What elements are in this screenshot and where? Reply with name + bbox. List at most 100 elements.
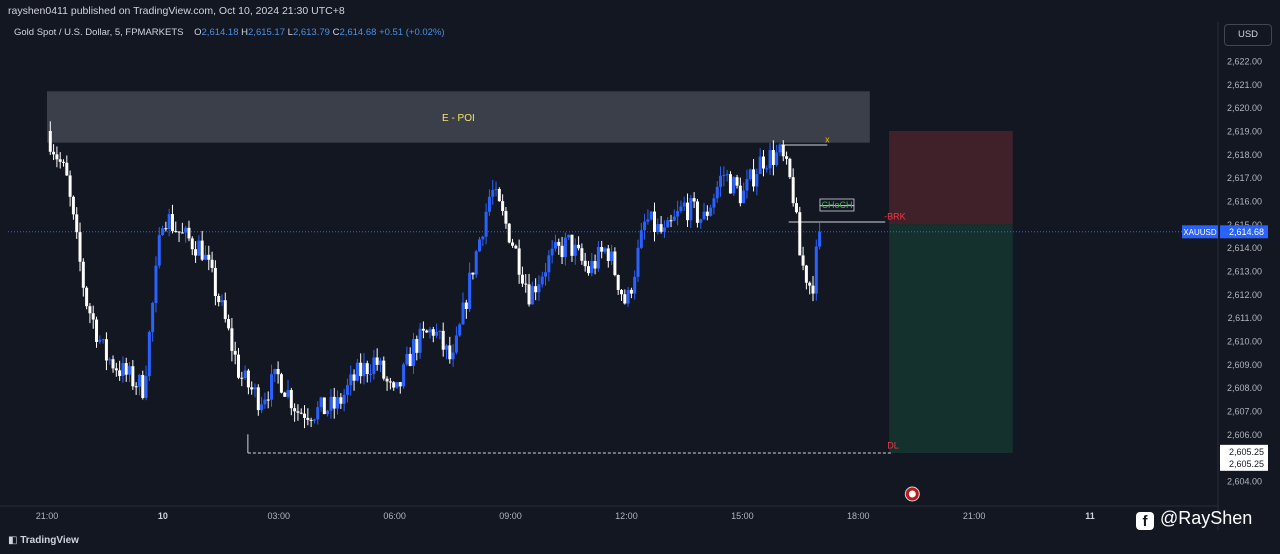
candle-body — [128, 366, 132, 375]
candle-body — [98, 339, 102, 342]
open-label: O — [194, 27, 202, 38]
candle-body — [785, 156, 789, 159]
candle-body — [435, 331, 439, 336]
candle-body — [392, 382, 396, 388]
candle-body — [174, 230, 178, 232]
candle-body — [474, 251, 478, 275]
publisher-text: rayshen0411 published on TradingView.com… — [8, 5, 345, 17]
candle-body — [580, 248, 584, 261]
candle-body — [200, 240, 204, 260]
candle-body — [408, 353, 412, 367]
close-label: C — [332, 27, 340, 38]
candle-body — [517, 248, 521, 275]
candle-body — [758, 156, 762, 174]
y-tick-label: 2,604.00 — [1227, 477, 1262, 487]
x-tick-label: 12:00 — [615, 511, 638, 521]
last-price-tag-bg — [1220, 225, 1268, 239]
candle-body — [451, 352, 455, 360]
y-tick-label: 2,609.00 — [1227, 360, 1262, 370]
brk-label: -BRK — [884, 212, 906, 222]
candle-body — [600, 246, 604, 252]
tradingview-logo[interactable]: ◧ TradingView — [8, 535, 79, 546]
candle-body — [659, 224, 663, 232]
candle-body — [692, 198, 696, 202]
candle-body — [504, 211, 508, 224]
candle-body — [230, 328, 234, 351]
candle-body — [95, 319, 99, 342]
candle-body — [468, 272, 472, 309]
candle-body — [114, 368, 118, 371]
candle-body — [745, 179, 749, 191]
candle-body — [276, 369, 280, 375]
us-event-icon-center — [908, 490, 916, 498]
candle-body — [441, 330, 445, 350]
candle-body — [55, 154, 59, 160]
candle-body — [124, 363, 128, 375]
symbol-name[interactable]: Gold Spot / U.S. Dollar, 5, FPMARKETS — [14, 27, 184, 38]
candle-body — [207, 254, 211, 260]
candle-body — [761, 156, 765, 169]
y-tick-label: 2,607.00 — [1227, 407, 1262, 417]
candle-body — [378, 360, 382, 365]
candle-body — [788, 158, 792, 178]
facebook-icon: f — [1136, 512, 1154, 530]
candle-body — [623, 294, 627, 304]
candle-body — [590, 260, 594, 274]
candle-body — [339, 397, 343, 404]
candle-body — [682, 202, 686, 207]
candle-body — [577, 244, 581, 249]
y-tick-label: 2,616.00 — [1227, 197, 1262, 207]
candle-body — [227, 319, 231, 329]
candle-body — [164, 228, 168, 230]
candle-body — [705, 211, 709, 216]
candle-body — [405, 353, 409, 365]
candle-body — [567, 234, 571, 238]
candle-body — [540, 276, 544, 285]
high-label: H — [241, 27, 249, 38]
candle-body — [154, 265, 158, 304]
candle-body — [695, 201, 699, 223]
candle-body — [755, 173, 759, 187]
candle-body — [448, 345, 452, 360]
candle-body — [606, 248, 610, 261]
candle-body — [771, 150, 775, 165]
candle-body — [596, 246, 600, 269]
candle-body — [415, 339, 419, 353]
candle-body — [342, 394, 346, 404]
candle-body — [487, 196, 491, 212]
candle-body — [738, 185, 742, 204]
candle-body — [217, 296, 221, 303]
candle-body — [699, 219, 703, 223]
candle-body — [728, 174, 732, 194]
candle-body — [563, 237, 567, 258]
candle-body — [732, 177, 736, 194]
candle-body — [306, 417, 310, 420]
candle-body — [349, 374, 353, 386]
candle-body — [398, 382, 402, 387]
candle-body — [177, 231, 181, 233]
candle-body — [388, 381, 392, 383]
candle-body — [68, 175, 72, 197]
candle-body — [246, 370, 250, 388]
currency-button[interactable]: USD — [1224, 24, 1272, 46]
candle-body — [319, 397, 323, 408]
candle-body — [210, 259, 214, 268]
candle-body — [775, 152, 779, 165]
candle-body — [458, 324, 462, 336]
candle-body — [256, 387, 260, 411]
candle-body — [121, 363, 125, 377]
candle-body — [722, 174, 726, 176]
candle-body — [253, 387, 257, 390]
candle-body — [187, 227, 191, 239]
choch-box — [819, 198, 855, 212]
candle-body — [649, 211, 653, 220]
candle-body — [742, 190, 746, 204]
x-tick-label: 03:00 — [268, 511, 291, 521]
candle-body — [131, 366, 135, 387]
candle-body — [147, 331, 151, 377]
candle-body — [514, 245, 518, 249]
candle-body — [520, 274, 524, 284]
candle-body — [547, 255, 551, 273]
target-price-tag-1: 2,605.25 — [1229, 447, 1264, 457]
